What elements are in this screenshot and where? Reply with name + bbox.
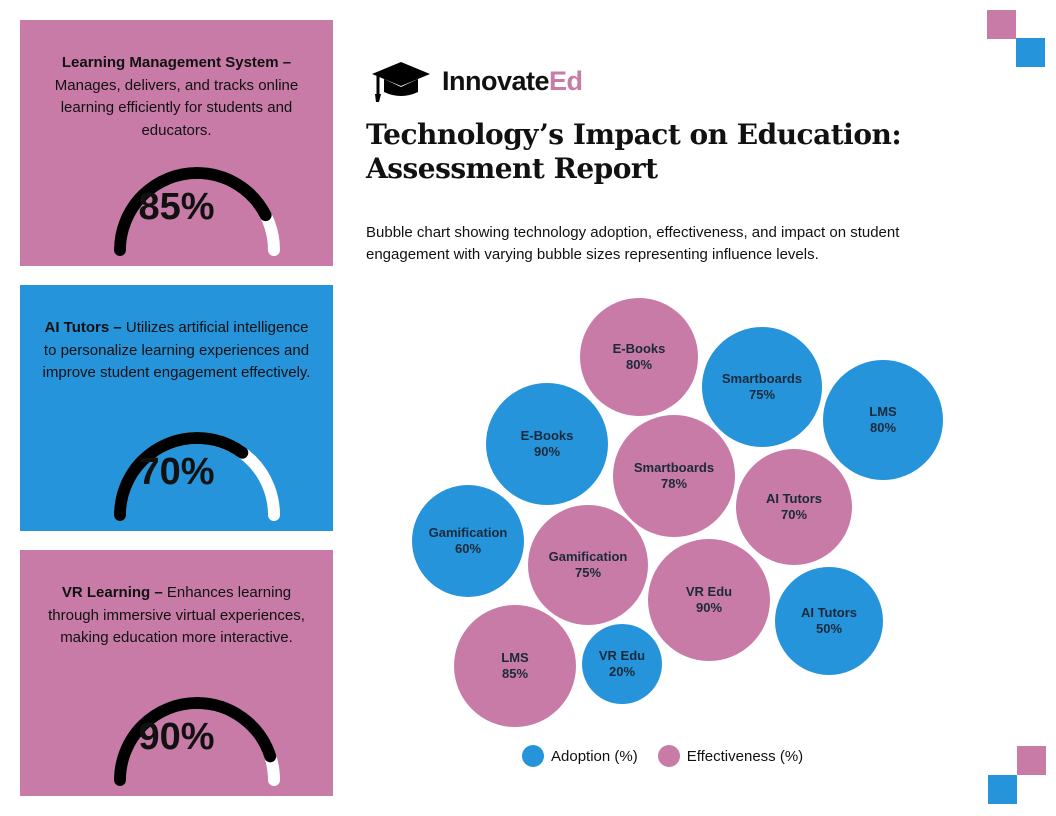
bubble-value: 80%: [626, 357, 652, 372]
bubble-label: LMS: [869, 404, 897, 419]
gauge: [114, 432, 280, 521]
card-title: Learning Management System –: [61, 54, 292, 71]
bubble-circle: [736, 449, 852, 565]
title-line-1: Technology’s Impact on Education:: [366, 118, 902, 151]
card-description: Utilizes artificial intelligence to pers…: [42, 319, 311, 381]
bubble-circle: [613, 415, 735, 537]
title-line-2: Assessment Report: [366, 152, 658, 185]
bubble-circle: [775, 567, 883, 675]
logo: InnovateEd: [370, 58, 583, 104]
bubble-value: 75%: [749, 387, 775, 402]
decor-square-pink: [1017, 746, 1046, 775]
chart-description: Bubble chart showing technology adoption…: [366, 224, 900, 263]
page-title: Technology’s Impact on Education: Assessm…: [366, 118, 902, 186]
bubble-label: Smartboards: [722, 371, 802, 386]
feature-card: VR Learning – Enhances learning through …: [20, 550, 333, 796]
gauge: [114, 697, 280, 786]
gauge-fill: [114, 167, 280, 256]
bubble-value: 75%: [575, 565, 601, 580]
graduation-cap-icon: [372, 62, 430, 102]
bubble-label: Gamification: [429, 525, 508, 540]
legend-item-effectiveness: Effectiveness (%): [657, 745, 804, 767]
legend-label: Adoption (%): [551, 747, 638, 765]
bubble-label: E-Books: [521, 428, 574, 443]
decor-square-pink: [987, 10, 1016, 39]
bubble-circle: [702, 327, 822, 447]
bubble-label: AI Tutors: [766, 491, 822, 506]
bubble-label: Smartboards: [634, 460, 714, 475]
bubble-value: 85%: [502, 666, 528, 681]
card-text: VR Learning – Enhances learning through …: [42, 582, 311, 650]
gauge: [114, 167, 280, 256]
card-text: AI Tutors – Utilizes artificial intellig…: [42, 317, 311, 385]
bubble-circle: [528, 505, 648, 625]
legend-item-adoption: Adoption (%): [522, 745, 638, 767]
bubble-value: 70%: [781, 507, 807, 522]
bubble-circle: [582, 624, 662, 704]
feature-card: AI Tutors – Utilizes artificial intellig…: [20, 285, 333, 531]
bubble-label: AI Tutors: [801, 605, 857, 620]
gauge-fill: [114, 697, 280, 786]
bubble-label: E-Books: [613, 341, 666, 356]
card-description: Enhances learning through immersive virt…: [48, 584, 305, 646]
legend-label: Effectiveness (%): [686, 747, 804, 765]
bubble-value: 90%: [696, 600, 722, 615]
bubble-value: 90%: [534, 444, 560, 459]
legend-swatch: [522, 745, 544, 767]
bubble-label: LMS: [501, 650, 529, 665]
gauge-fill: [114, 432, 280, 521]
chart-legend: Adoption (%) Effectiveness (%): [522, 745, 823, 767]
bubble-value: 78%: [661, 476, 687, 491]
bubble-circle: [648, 539, 770, 661]
decor-square-blue: [988, 775, 1017, 804]
bubble-value: 60%: [455, 541, 481, 556]
bubble-value: 50%: [816, 621, 842, 636]
card-description: Manages, delivers, and tracks online lea…: [54, 76, 299, 139]
bubble-circle: [580, 298, 698, 416]
bubble-circle: [486, 383, 608, 505]
bubble-circle: [412, 485, 524, 597]
card-title: VR Learning –: [61, 584, 163, 601]
bubble-label: VR Edu: [599, 648, 645, 663]
bubble-circle: [454, 605, 576, 727]
card-title: AI Tutors –: [44, 319, 122, 336]
legend-swatch: [657, 745, 680, 767]
card-text: Learning Management System – Manages, de…: [42, 52, 311, 142]
feature-card: Learning Management System – Manages, de…: [20, 20, 333, 266]
logo-name-accent: Ed: [549, 65, 583, 96]
bubble-value: 20%: [609, 664, 635, 679]
decor-square-blue: [1016, 38, 1045, 67]
logo-name: Innovate: [442, 65, 550, 96]
bubble-label: Gamification: [549, 549, 628, 564]
bubble-circle: [823, 360, 943, 480]
bubble-value: 80%: [870, 420, 896, 435]
bubble-label: VR Edu: [686, 584, 732, 599]
